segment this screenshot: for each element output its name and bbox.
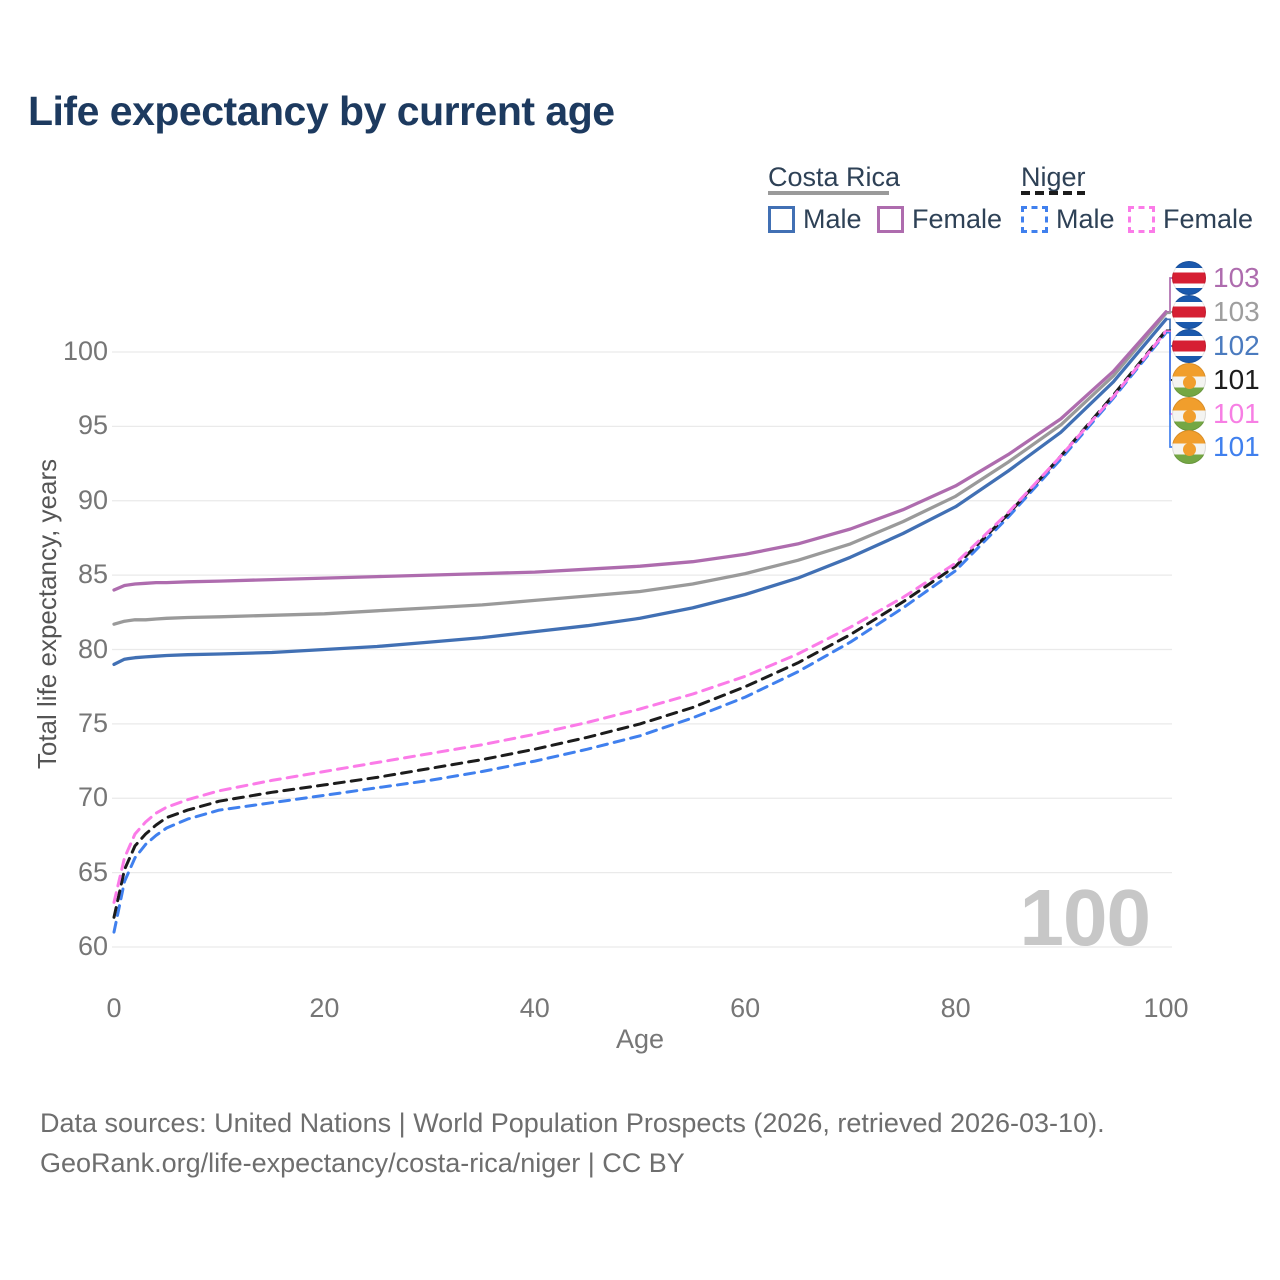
x-tick-label: 40 bbox=[519, 993, 550, 1023]
legend-item-niger-female[interactable]: Female bbox=[1128, 204, 1253, 235]
series-line-niger-female[interactable] bbox=[112, 329, 1168, 904]
source-url[interactable]: GeoRank.org/life-expectancy/costa-rica/n… bbox=[40, 1148, 685, 1178]
legend-country-costa-rica[interactable]: Costa Rica bbox=[768, 162, 901, 192]
legend-solid-line-sample bbox=[768, 191, 889, 195]
y-tick-label: 65 bbox=[77, 856, 108, 887]
age-counter-watermark: 100 bbox=[1019, 873, 1151, 962]
series-line-costa-rica[interactable] bbox=[112, 311, 1168, 626]
legend-item-label: Male bbox=[803, 204, 862, 234]
y-tick-label: 60 bbox=[77, 931, 108, 961]
legend-item-costa-rica-female[interactable]: Female bbox=[877, 204, 1002, 235]
x-tick-label: 0 bbox=[106, 993, 122, 1023]
costa-rica-flag-icon bbox=[1172, 295, 1206, 329]
end-label-row: 103 bbox=[1172, 295, 1260, 329]
end-label-row: 101 bbox=[1172, 430, 1260, 464]
end-label-value: 103 bbox=[1213, 262, 1260, 293]
legend-swatch-icon bbox=[877, 206, 904, 233]
x-tick-label: 60 bbox=[730, 993, 761, 1023]
series-line-costa-rica-male[interactable] bbox=[112, 317, 1168, 667]
legend-item-label: Male bbox=[1056, 204, 1115, 234]
niger-flag-icon bbox=[1172, 397, 1206, 431]
niger-flag-icon bbox=[1172, 430, 1206, 464]
end-label-row: 102 bbox=[1172, 329, 1260, 363]
costa-rica-flag-icon bbox=[1172, 329, 1206, 363]
niger-flag-icon bbox=[1172, 363, 1206, 397]
y-tick-label: 75 bbox=[77, 707, 108, 738]
legend-item-label: Female bbox=[912, 204, 1003, 234]
end-label-row: 103 bbox=[1172, 261, 1260, 295]
legend-country-niger[interactable]: Niger bbox=[1021, 162, 1086, 192]
end-label-value: 101 bbox=[1213, 398, 1260, 429]
end-label-value: 102 bbox=[1213, 330, 1260, 361]
end-label-value: 103 bbox=[1213, 296, 1260, 327]
y-tick-label: 90 bbox=[77, 484, 108, 515]
legend-item-costa-rica-male[interactable]: Male bbox=[768, 204, 862, 235]
legend-item-niger-male[interactable]: Male bbox=[1021, 204, 1115, 235]
page-title: Life expectancy by current age bbox=[28, 88, 615, 134]
legend-swatch-icon bbox=[1021, 206, 1048, 233]
legend-swatch-icon bbox=[768, 206, 795, 233]
series-line-niger-male[interactable] bbox=[112, 331, 1168, 934]
end-label-value: 101 bbox=[1213, 431, 1260, 462]
series-line-niger[interactable] bbox=[112, 328, 1168, 919]
x-axis-title: Age bbox=[615, 1024, 665, 1054]
series-line-costa-rica-female[interactable] bbox=[112, 310, 1168, 592]
legend-swatch-icon bbox=[1128, 206, 1155, 233]
y-tick-label: 85 bbox=[77, 559, 108, 590]
legend-item-label: Female bbox=[1163, 204, 1254, 234]
x-tick-label: 80 bbox=[940, 993, 971, 1023]
end-label-row: 101 bbox=[1172, 397, 1260, 431]
y-tick-label: 95 bbox=[77, 410, 108, 441]
y-tick-label: 80 bbox=[77, 633, 108, 664]
y-tick-label: 100 bbox=[62, 336, 108, 366]
x-tick-label: 20 bbox=[309, 993, 340, 1023]
data-sources-note: Data sources: United Nations | World Pop… bbox=[40, 1108, 1105, 1138]
y-tick-label: 70 bbox=[77, 782, 108, 813]
y-axis-title: Total life expectancy, years bbox=[32, 458, 62, 770]
legend-dashed-line-sample bbox=[1021, 191, 1085, 195]
costa-rica-flag-icon bbox=[1172, 261, 1206, 295]
end-label-row: 101 bbox=[1172, 363, 1260, 397]
end-label-value: 101 bbox=[1213, 364, 1260, 395]
x-tick-label: 100 bbox=[1143, 993, 1189, 1023]
